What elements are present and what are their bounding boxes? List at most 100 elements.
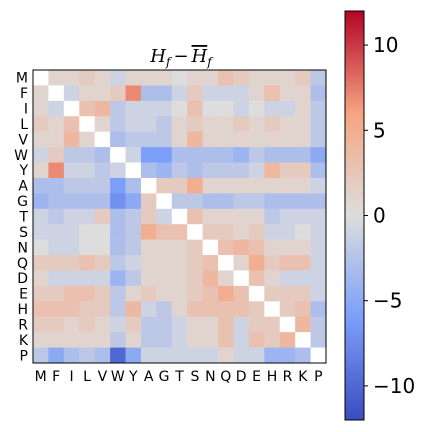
heatmap-cell-D-P [310,270,327,287]
heatmap-cell-V-S [187,131,203,148]
heatmap-cell-W-R [279,147,296,163]
heatmap-cell-D-A [140,270,157,287]
heatmap-cell-L-M [33,116,49,132]
heatmap-cell-F-D [233,85,250,102]
heatmap-cell-E-I [63,285,80,302]
heatmap-cell-S-P [310,224,327,240]
heatmap-cell-L-W [110,116,126,132]
x-tick-label-M: M [35,369,47,385]
heatmap-cell-K-G [156,332,173,348]
heatmap-cell-E-W [110,285,126,302]
heatmap-cell-Y-D [233,162,250,179]
heatmap-cell-T-K [295,208,311,225]
heatmap-cell-K-Y [125,332,142,348]
heatmap-cell-A-S [187,177,203,194]
heatmap-cell-A-G [156,177,173,194]
title-bar: H [191,46,208,67]
heatmap-cell-M-L [79,70,95,86]
colorbar-tick-label: −5 [373,289,402,313]
heatmap-cell-G-N [202,193,219,210]
y-tick-label-Q: Q [17,256,28,272]
heatmap-cell-H-D [233,301,250,318]
heatmap-cell-F-T [171,85,188,102]
heatmap-cell-M-G [156,70,173,86]
heatmap-cell-W-N [202,147,219,163]
heatmap-cell-Y-I [63,162,80,179]
heatmap-cell-A-M [33,177,49,194]
heatmap-cell-Y-Y [125,162,142,179]
heatmap-cell-D-K [295,270,311,287]
heatmap-cell-V-F [48,131,65,148]
heatmap-cell-R-W [110,316,126,333]
heatmap-cell-T-I [63,208,80,225]
heatmap-cell-R-T [171,316,188,333]
heatmap-cell-P-V [94,347,111,364]
heatmap-cell-T-R [279,208,296,225]
heatmap-cell-F-K [295,85,311,102]
heatmap-cell-E-A [140,285,157,302]
heatmap-cell-E-L [79,285,95,302]
heatmap-cell-T-E [248,208,265,225]
x-tick-label-Y: Y [128,369,138,385]
heatmap-cell-H-Q [218,301,234,318]
heatmap-cell-E-V [94,285,111,302]
heatmap-cell-V-A [140,131,157,148]
heatmap-cell-Q-G [156,255,173,271]
heatmap-cell-T-P [310,208,327,225]
y-tick-label-R: R [18,317,28,333]
heatmap-cell-P-G [156,347,173,364]
x-tick-label-A: A [144,369,154,385]
heatmap-cell-N-W [110,239,126,256]
heatmap-cell-S-M [33,224,49,240]
heatmap-cell-A-H [264,177,281,194]
colorbar-tick-label: 0 [373,204,386,228]
x-tick-label-W: W [111,369,125,385]
heatmap-cell-V-M [33,131,49,148]
heatmap-cell-F-H [264,85,281,102]
title-sub: f [165,55,173,69]
heatmap-cell-I-N [202,100,219,117]
heatmap-cell-K-H [264,332,281,348]
heatmap-cell-I-W [110,100,126,117]
heatmap-cell-A-L [79,177,95,194]
heatmap-cell-I-V [94,100,111,117]
y-tick-label-W: W [14,148,28,164]
heatmap-cell-T-L [79,208,95,225]
heatmap-cell-G-V [94,193,111,210]
heatmap-cell-M-P [310,70,327,86]
heatmap-cell-P-H [264,347,281,364]
heatmap-cell-V-P [310,131,327,148]
heatmap-cell-G-D [233,193,250,210]
heatmap-cell-M-E [248,70,265,86]
heatmap-cell-S-D [233,224,250,240]
heatmap-cell-G-P [310,193,327,210]
heatmap-cell-N-P [310,239,327,256]
heatmap-cell-I-K [295,100,311,117]
x-tick-label-N: N [205,369,215,385]
heatmap-cell-H-K [295,301,311,318]
heatmap-cell-A-K [295,177,311,194]
heatmap-cell-P-Q [218,347,234,364]
colorbar-tick-label: 10 [373,33,398,57]
heatmap-cell-K-K [295,332,311,348]
heatmap-cell-E-R [279,285,296,302]
heatmap-cell-D-D [233,270,250,287]
heatmap-cell-S-S [187,224,203,240]
heatmap-cell-L-R [279,116,296,132]
heatmap-cell-A-A [140,177,157,194]
heatmap-cell-K-S [187,332,203,348]
heatmap-cell-T-W [110,208,126,225]
heatmap-cell-P-F [48,347,65,364]
heatmap-cell-K-I [63,332,80,348]
heatmap-cell-P-N [202,347,219,364]
heatmap-cell-F-F [48,85,65,102]
heatmap-cell-K-W [110,332,126,348]
heatmap-cell-Y-M [33,162,49,179]
heatmap-cell-F-Q [218,85,234,102]
heatmap-cell-G-L [79,193,95,210]
heatmap-cell-Q-F [48,255,65,271]
heatmap-cell-Y-Q [218,162,234,179]
heatmap-cell-R-D [233,316,250,333]
heatmap-cell-I-R [279,100,296,117]
heatmap-cell-F-R [279,85,296,102]
